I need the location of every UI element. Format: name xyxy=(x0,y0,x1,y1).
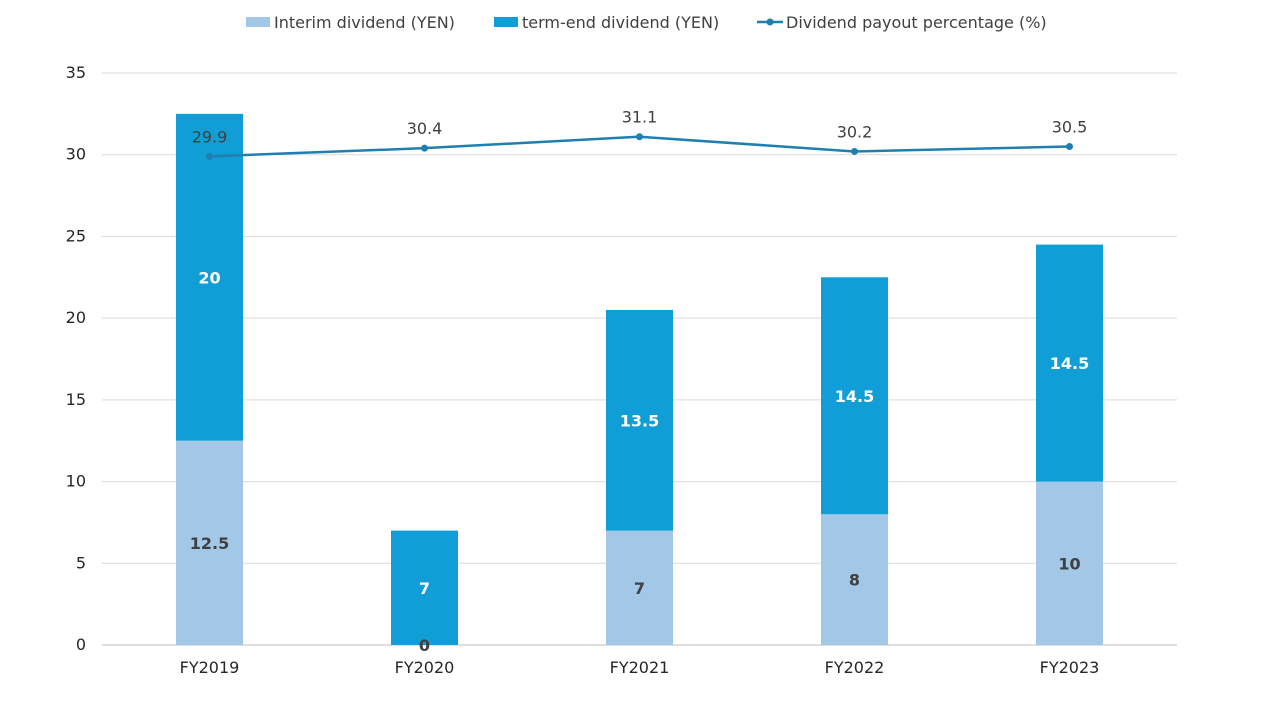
y-tick-label: 25 xyxy=(66,226,86,245)
legend-label: Dividend payout percentage (%) xyxy=(786,13,1047,32)
bar-term-end-fy2020 xyxy=(391,530,458,645)
legend-marker xyxy=(766,18,774,26)
payout-point-fy2022 xyxy=(851,147,858,155)
x-tick-label: FY2023 xyxy=(1040,658,1100,677)
bar-interim-fy2019 xyxy=(176,440,243,645)
payout-line: 29.9 30.4 31.1 30.2 30.5 xyxy=(192,108,1088,160)
bar-value-label: 14.5 xyxy=(1050,354,1089,373)
y-tick-label: 0 xyxy=(76,635,86,654)
payout-value-label: 29.9 xyxy=(192,127,228,146)
y-tick-label: 30 xyxy=(66,145,86,164)
bar-value-label: 0 xyxy=(419,636,430,655)
bars xyxy=(176,113,1103,645)
bar-value-label: 13.5 xyxy=(620,411,659,430)
y-tick-label: 15 xyxy=(66,390,86,409)
payout-value-label: 31.1 xyxy=(622,108,658,127)
bar-interim-fy2021 xyxy=(606,530,673,645)
payout-value-label: 30.4 xyxy=(407,119,443,138)
y-tick-label: 35 xyxy=(66,63,86,82)
bar-term-end-fy2019 xyxy=(176,113,243,441)
payout-point-fy2023 xyxy=(1066,143,1073,151)
legend-label: term-end dividend (YEN) xyxy=(522,13,719,32)
x-tick-label: FY2019 xyxy=(180,658,240,677)
payout-point-fy2020 xyxy=(421,144,428,152)
bar-value-label: 7 xyxy=(419,579,430,598)
legend-swatch xyxy=(246,17,270,27)
payout-value-label: 30.2 xyxy=(837,122,873,141)
y-axis: 0 5 10 15 20 25 30 35 xyxy=(66,63,86,654)
legend: Interim dividend (YEN) term-end dividend … xyxy=(246,13,1047,32)
x-tick-label: FY2021 xyxy=(610,658,670,677)
bar-value-label: 10 xyxy=(1058,554,1080,573)
bar-value-label: 12.5 xyxy=(190,534,229,553)
bar-value-label: 8 xyxy=(849,571,860,590)
x-axis: FY2019 FY2020 FY2021 FY2022 FY2023 xyxy=(180,658,1100,677)
bar-value-label: 14.5 xyxy=(835,387,874,406)
bar-value-label: 7 xyxy=(634,579,645,598)
bar-interim-fy2022 xyxy=(821,514,888,645)
payout-value-label: 30.5 xyxy=(1052,118,1088,137)
y-tick-label: 10 xyxy=(66,472,86,491)
y-tick-label: 5 xyxy=(76,553,86,572)
bar-value-label: 20 xyxy=(198,268,220,287)
x-tick-label: FY2022 xyxy=(825,658,885,677)
bar-interim-fy2023 xyxy=(1036,481,1103,645)
x-tick-label: FY2020 xyxy=(395,658,455,677)
bar-term-end-fy2022 xyxy=(821,277,888,515)
payout-point-fy2021 xyxy=(636,133,643,141)
legend-swatch xyxy=(494,17,518,27)
bar-term-end-fy2023 xyxy=(1036,244,1103,482)
payout-point-fy2019 xyxy=(206,152,213,160)
bar-term-end-fy2021 xyxy=(606,309,673,531)
legend-label: Interim dividend (YEN) xyxy=(274,13,455,32)
y-tick-label: 20 xyxy=(66,308,86,327)
bar-labels: 12.5 20 0 7 7 13.5 8 14.5 10 14.5 xyxy=(190,268,1089,655)
